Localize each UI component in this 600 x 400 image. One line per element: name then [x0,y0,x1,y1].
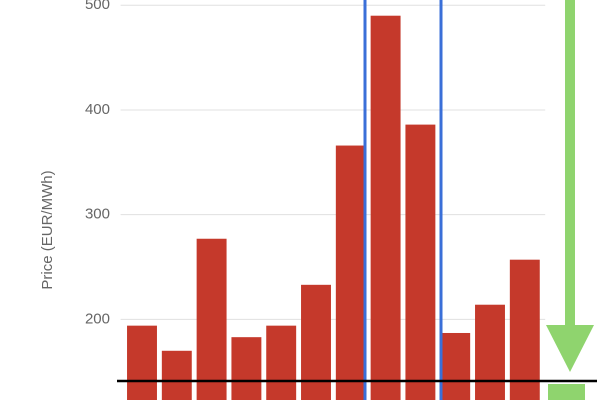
bar [301,284,331,400]
arrow-head [546,325,594,372]
bar [161,350,192,400]
y-tick-label: 200 [85,310,110,327]
bar [440,332,471,400]
bar [475,304,505,400]
bar [370,15,401,400]
y-tick-label: 400 [85,101,110,118]
bar [509,259,540,400]
bar [231,337,262,400]
grid: 200 300 400 500 [85,0,546,327]
green-block [548,384,585,400]
bar [405,124,436,400]
bar [127,325,157,400]
y-axis-title: Price (EUR/MWh) [39,170,56,289]
bar [335,145,366,400]
bar [196,238,227,400]
bar [266,325,297,400]
y-tick-label: 300 [85,206,110,223]
arrow-shaft [565,0,575,330]
bars [127,15,540,400]
y-tick-label: 500 [85,0,110,13]
